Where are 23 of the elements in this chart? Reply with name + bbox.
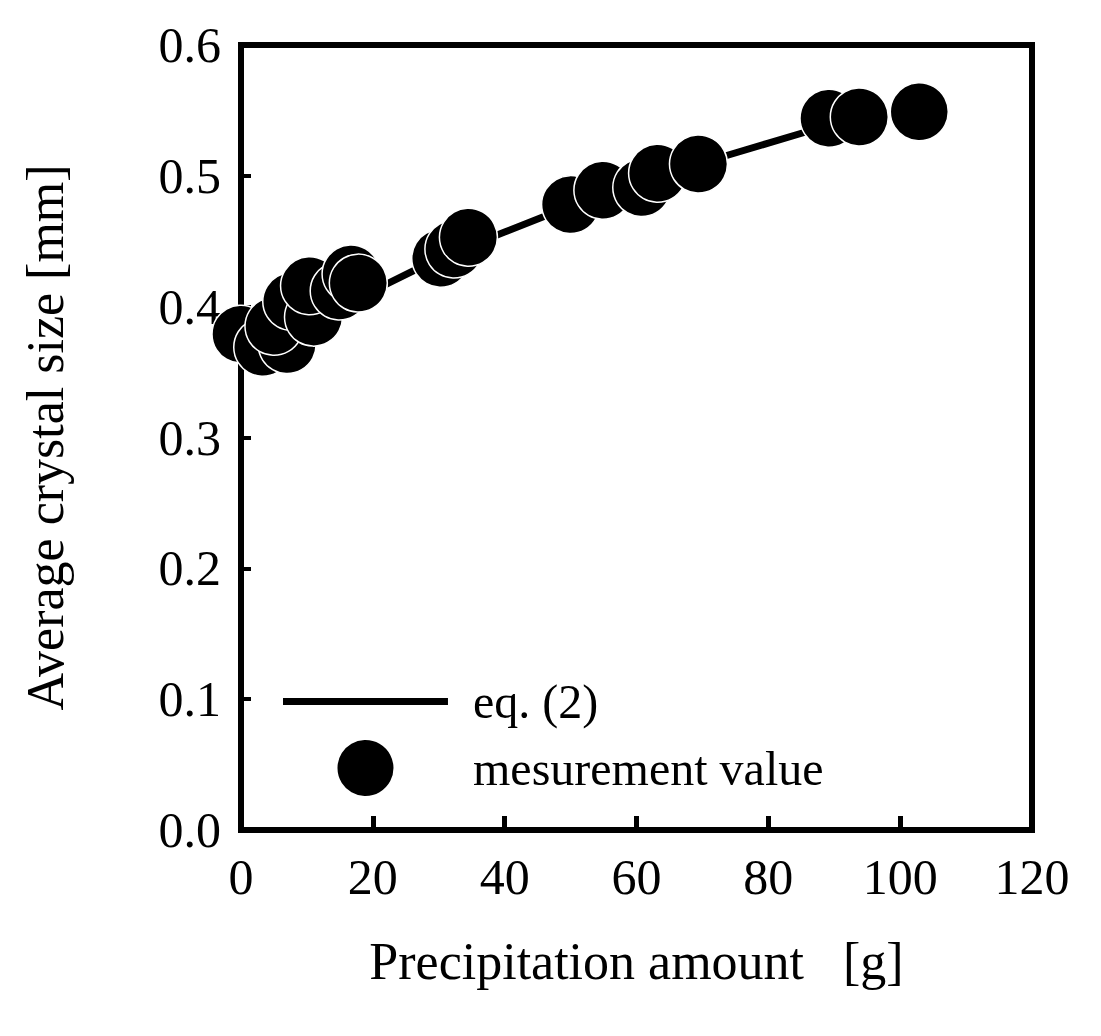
legend-label: eq. (2) <box>472 674 599 729</box>
y-tick-label: 0.6 <box>158 17 221 73</box>
x-tick-label: 100 <box>862 849 938 905</box>
x-tick-label: 60 <box>611 849 662 905</box>
y-tick-label: 0.4 <box>158 278 221 335</box>
y-axis-title: Average crystal size [mm] <box>16 164 74 711</box>
point <box>328 253 389 313</box>
y-tick-label: 0.1 <box>158 671 221 728</box>
point <box>438 207 499 268</box>
y-tick-label: 0.3 <box>158 409 221 466</box>
y-tick-label: 0.0 <box>158 802 221 858</box>
point <box>889 81 950 142</box>
x-axis-title: Precipitation amount [g] <box>369 932 904 990</box>
x-tick-label: 80 <box>743 849 794 905</box>
point <box>668 134 729 194</box>
legend-label: mesurement value <box>472 741 824 795</box>
point <box>829 87 890 147</box>
y-tick-label: 0.5 <box>158 147 221 204</box>
y-tick-label: 0.2 <box>158 540 221 597</box>
x-tick-label: 0 <box>228 849 254 905</box>
x-tick-label: 40 <box>479 849 530 905</box>
x-tick-label: 120 <box>994 849 1070 905</box>
x-tick-label: 20 <box>347 849 398 905</box>
